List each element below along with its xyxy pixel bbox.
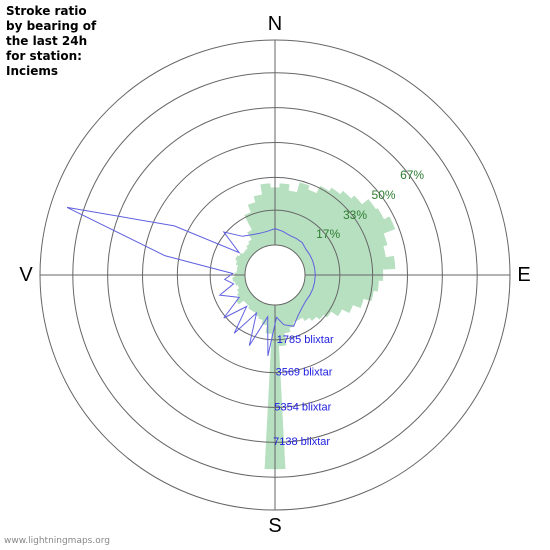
pct-ring-label: 50% bbox=[372, 188, 396, 202]
count-ring-label: 1785 blixtar bbox=[277, 334, 334, 346]
polar-chart: N E S V 17%33% 50% 67% 1785 blixtar 3569 blixtar… bbox=[0, 0, 550, 550]
cardinal-label: V bbox=[19, 264, 33, 286]
pct-ring-label: 17% bbox=[316, 227, 340, 241]
cardinal-label: E bbox=[517, 264, 530, 286]
pct-ring-label: 33% bbox=[343, 208, 367, 222]
pct-ring-label: 67% bbox=[400, 168, 424, 182]
chart-title: Stroke ratio by bearing of the last 24h … bbox=[6, 4, 96, 79]
count-ring-label: 7138 blixtar bbox=[273, 436, 330, 448]
center-hole bbox=[245, 245, 305, 305]
count-ring-label: 5354 blixtar bbox=[274, 401, 331, 413]
count-ring-label: 3569 blixtar bbox=[276, 367, 333, 379]
rose-bars-layer bbox=[233, 183, 395, 469]
center-hole-layer bbox=[245, 245, 305, 305]
cardinal-label: N bbox=[268, 13, 282, 35]
cardinal-label: S bbox=[268, 515, 281, 537]
footer-credit: www.lightningmaps.org bbox=[4, 536, 110, 546]
